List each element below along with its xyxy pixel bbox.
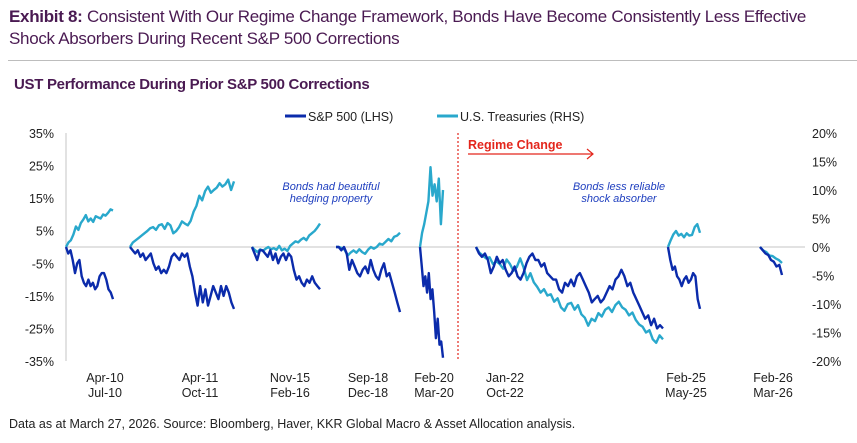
sp500-line-Feb-25 (666, 246, 702, 310)
y-right-tick-label: 20% (812, 127, 837, 141)
x-tick-label-start: Feb-25 (666, 371, 706, 385)
annotation-text: Bonds had beautiful (282, 181, 380, 193)
regime-label: Regime Change (468, 138, 563, 152)
x-tick-label-end: Mar-26 (753, 386, 793, 400)
divider (8, 60, 857, 61)
sp500-line-Apr-10 (64, 246, 115, 300)
y-left-tick-label: 25% (29, 160, 54, 174)
y-left-tick-label: 35% (29, 127, 54, 141)
exhibit-number: Exhibit 8: (9, 7, 83, 26)
legend-label-sp500: S&P 500 (LHS) (308, 110, 393, 124)
x-tick-label-start: Feb-26 (753, 371, 793, 385)
y-left-tick-label: -5% (32, 257, 54, 271)
legend: S&P 500 (LHS) U.S. Treasuries (RHS) (285, 110, 584, 124)
x-tick-label-end: Dec-18 (348, 386, 388, 400)
sp500-line-Jan-22 (474, 246, 664, 330)
x-tick-label-start: Apr-11 (182, 371, 219, 385)
sp500-line-Nov-15 (250, 246, 321, 291)
y-right-tick-label: -10% (812, 298, 841, 312)
exhibit-title-text: Consistent With Our Regime Change Framew… (9, 7, 807, 48)
x-tick-label-end: Mar-20 (414, 386, 454, 400)
annotation-text: hedging property (290, 193, 374, 205)
sp500-line-Feb-26 (759, 246, 784, 276)
sp500-line-Apr-11 (129, 246, 236, 310)
y-left-tick-label: -25% (25, 322, 54, 336)
ust-line-Apr-11 (128, 178, 236, 248)
y-right-tick-label: 10% (812, 184, 837, 198)
x-tick-label-start: Feb-20 (414, 371, 454, 385)
x-tick-label-end: Oct-22 (486, 386, 524, 400)
exhibit-title: Exhibit 8: Consistent With Our Regime Ch… (9, 6, 849, 50)
y-right-tick-label: -15% (812, 327, 841, 341)
ust-line-Nov-15 (251, 222, 321, 254)
chart-title: UST Performance During Prior S&P 500 Cor… (14, 76, 370, 93)
sp500-line-Sep-18 (336, 245, 402, 313)
x-tick-label-end: Feb-16 (270, 386, 310, 400)
ust-line-Feb-20 (418, 166, 445, 248)
x-tick-label-start: Apr-10 (86, 371, 124, 385)
x-tick-label-end: Jul-10 (88, 386, 122, 400)
x-tick-label-end: May-25 (665, 386, 707, 400)
y-left-tick-label: 15% (29, 192, 54, 206)
x-tick-label-start: Sep-18 (348, 371, 388, 385)
y-left-tick-label: -35% (25, 355, 54, 369)
x-tick-label-end: Oct-11 (182, 386, 219, 400)
ust-line-Feb-25 (666, 223, 702, 248)
source-note: Data as at March 27, 2026. Source: Bloom… (9, 417, 576, 431)
annotation-text: Bonds less reliable (573, 181, 665, 193)
legend-label-ust: U.S. Treasuries (RHS) (460, 110, 584, 124)
ust-line-Apr-10 (64, 208, 114, 248)
y-left-tick-label: 5% (36, 225, 54, 239)
y-right-tick-label: -5% (812, 270, 834, 284)
sp500-line-Feb-20 (418, 246, 445, 358)
y-right-tick-label: 0% (812, 241, 830, 255)
y-left-tick-label: -15% (25, 290, 54, 304)
x-tick-label-start: Nov-15 (270, 371, 310, 385)
y-right-tick-label: 5% (812, 213, 830, 227)
y-right-tick-label: -20% (812, 355, 841, 369)
x-tick-label-start: Jan-22 (486, 371, 524, 385)
ust-line-Jan-22 (474, 246, 664, 344)
annotation-text: shock absorber (581, 193, 658, 205)
y-right-tick-label: 15% (812, 156, 837, 170)
regime-arrowhead-icon (586, 148, 594, 160)
